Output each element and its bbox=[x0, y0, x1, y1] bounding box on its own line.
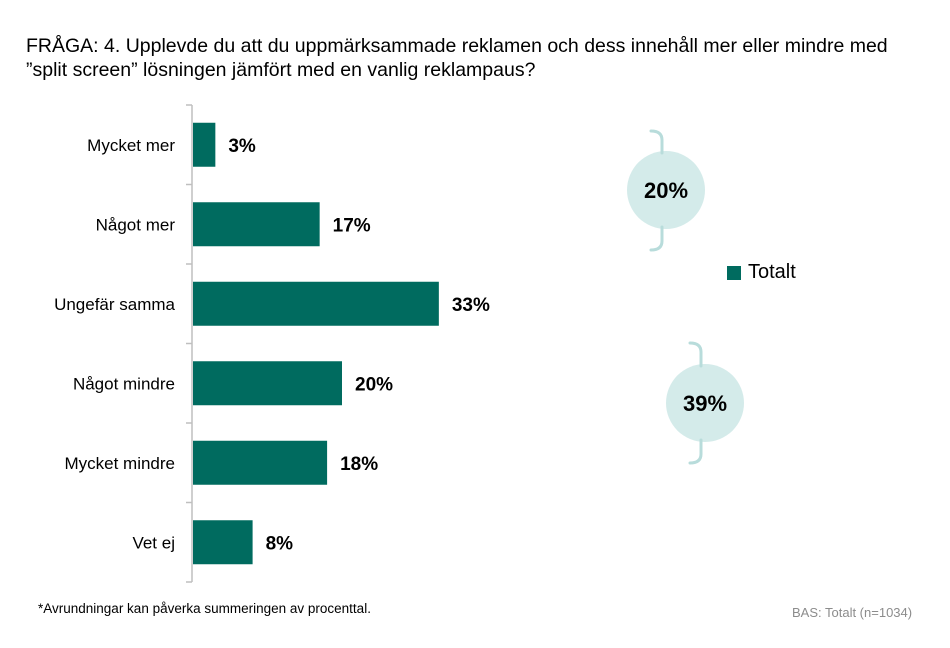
summary-label: 20% bbox=[644, 178, 688, 203]
category-label: Något mer bbox=[96, 215, 176, 234]
value-label: 33% bbox=[452, 295, 490, 316]
legend: Totalt bbox=[727, 261, 796, 284]
category-label: Vet ej bbox=[132, 533, 175, 552]
bar-4 bbox=[193, 440, 328, 485]
value-label: 8% bbox=[266, 533, 294, 554]
question-title: FRÅGA: 4. Upplevde du att du uppmärksamm… bbox=[26, 35, 888, 81]
value-label: 20% bbox=[355, 374, 393, 395]
category-label: Mycket mer bbox=[87, 136, 175, 155]
summary-circle bbox=[627, 151, 705, 229]
legend-label-totalt: Totalt bbox=[748, 261, 796, 283]
annotation-layer: 20% 39% bbox=[627, 129, 744, 465]
category-label: Något mindre bbox=[73, 374, 175, 393]
summary-label: 39% bbox=[683, 391, 727, 416]
value-label: 17% bbox=[333, 215, 371, 236]
bars-layer: Mycket mer 3% Något mer 17% Ungefär samma 33%… bbox=[54, 104, 490, 583]
bar-1 bbox=[193, 202, 320, 247]
bar-5 bbox=[193, 520, 253, 565]
footnote: *Avrundningar kan påverka summeringen av… bbox=[38, 601, 371, 616]
summary-bracket bbox=[649, 129, 664, 252]
value-label: 18% bbox=[340, 454, 378, 475]
legend-swatch-totalt bbox=[727, 265, 741, 280]
bar-0 bbox=[193, 122, 216, 167]
bar-2 bbox=[193, 281, 439, 326]
summary-bracket bbox=[688, 341, 703, 465]
category-label: Mycket mindre bbox=[64, 454, 175, 473]
summary-circle bbox=[666, 364, 744, 442]
category-label: Ungefär samma bbox=[54, 295, 175, 314]
bar-3 bbox=[193, 361, 342, 406]
value-label: 3% bbox=[228, 136, 256, 157]
base-note: BAS: Totalt (n=1034) bbox=[792, 605, 913, 620]
